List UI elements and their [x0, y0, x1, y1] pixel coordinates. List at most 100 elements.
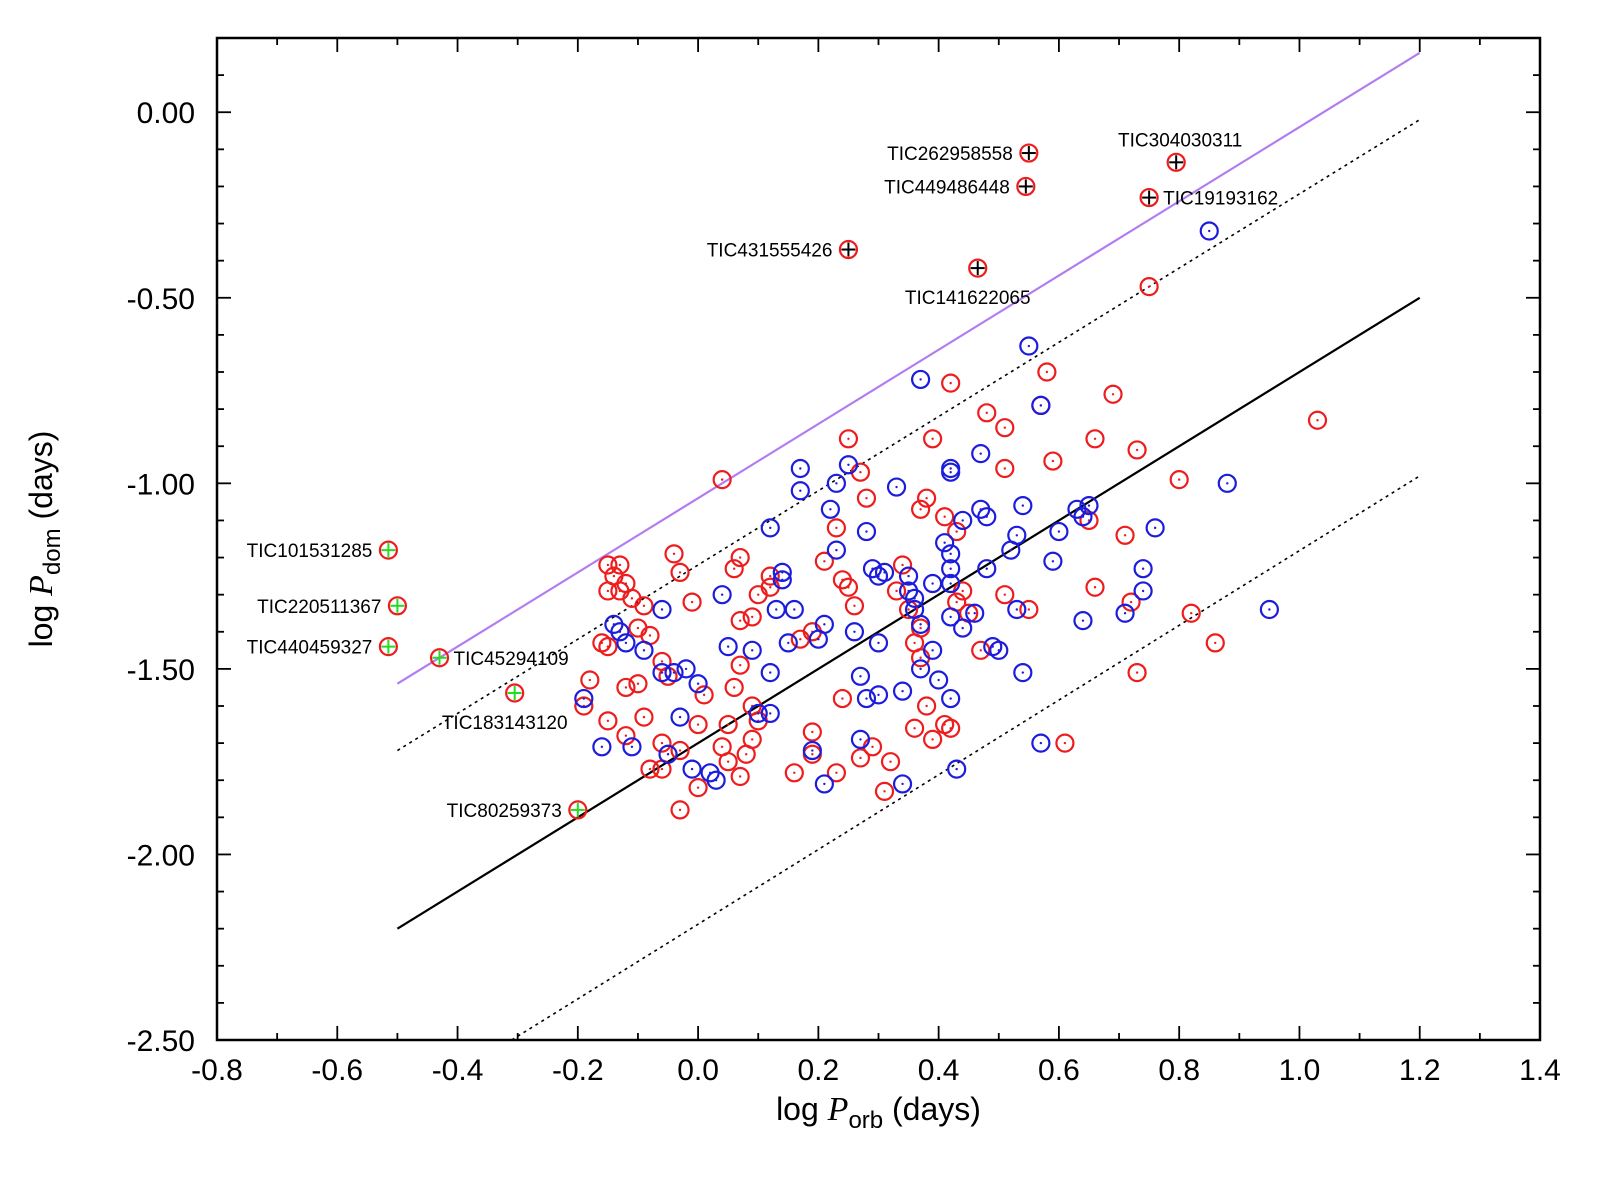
data-point	[664, 544, 684, 564]
data-point	[1169, 470, 1189, 490]
data-point	[664, 662, 684, 683]
data-point	[598, 711, 618, 731]
data-point	[971, 444, 991, 464]
data-point	[929, 670, 949, 690]
x-tick-label: -0.4	[432, 1054, 484, 1087]
data-point	[856, 521, 877, 542]
data-point	[730, 611, 750, 631]
data-point	[941, 373, 961, 393]
data-point	[784, 763, 804, 783]
data-point	[923, 640, 943, 660]
data-point	[904, 588, 925, 608]
x-tick-label: 0.2	[798, 1054, 840, 1087]
data-point	[1139, 277, 1159, 297]
x-tick-label: 1.2	[1399, 1054, 1441, 1087]
data-point	[910, 659, 931, 679]
data-point	[917, 488, 937, 508]
data-point	[1121, 592, 1141, 612]
data-point	[670, 740, 690, 761]
data-point	[874, 562, 895, 583]
data-point	[820, 499, 840, 519]
data-point	[598, 637, 618, 657]
data-point	[1103, 384, 1123, 404]
data-point	[917, 696, 937, 716]
data-point	[838, 429, 859, 449]
data-point	[772, 570, 792, 590]
data-point	[1019, 336, 1039, 356]
x-tick-label: -0.6	[311, 1054, 363, 1087]
x-tick-label: 1.4	[1519, 1054, 1561, 1087]
data-point	[802, 744, 822, 764]
y-tick-label: -0.50	[127, 283, 195, 316]
data-point	[1007, 599, 1027, 620]
data-point	[953, 618, 973, 638]
data-point	[1259, 599, 1279, 620]
line-solid-0	[396, 296, 1421, 930]
data-point	[826, 763, 847, 783]
data-point	[748, 703, 768, 724]
data-point	[694, 685, 714, 705]
data-point	[941, 559, 961, 579]
data-point	[760, 518, 780, 538]
data-point	[1115, 525, 1135, 545]
data-point	[1307, 410, 1328, 430]
x-tick-label: -0.2	[552, 1054, 604, 1087]
data-point	[1013, 496, 1033, 516]
data-point	[730, 766, 750, 787]
data-point	[598, 555, 618, 575]
x-tick-label: 0.0	[677, 1054, 719, 1087]
data-point	[1217, 473, 1237, 493]
y-tick-label: -2.00	[127, 839, 195, 872]
data-point	[712, 470, 732, 490]
data-point	[898, 566, 919, 586]
data-point	[886, 477, 907, 497]
data-point	[971, 640, 991, 660]
data-point	[742, 607, 762, 627]
data-point	[904, 718, 925, 738]
annotation-label: TIC80259373	[447, 801, 562, 822]
data-point	[910, 369, 931, 390]
data-point	[760, 662, 780, 683]
annotation-label: TIC304030311	[1118, 130, 1242, 151]
data-point	[1205, 633, 1225, 653]
annotation-label: TIC183143120	[442, 713, 568, 734]
data-point	[622, 737, 642, 757]
data-point	[766, 599, 786, 620]
data-point	[977, 403, 997, 423]
data-point	[1043, 451, 1063, 471]
data-point	[868, 633, 889, 653]
data-point	[670, 562, 690, 583]
annotated-point: TIC45294109	[429, 648, 569, 670]
plot-frame	[215, 36, 1542, 1042]
x-tick-label: 0.8	[1158, 1054, 1200, 1087]
data-point	[947, 759, 967, 779]
data-point	[1115, 603, 1135, 623]
data-point	[886, 581, 907, 601]
data-point	[1073, 507, 1093, 527]
y-tick-label: -2.50	[127, 1025, 195, 1058]
y-tick-label: -1.00	[127, 468, 195, 501]
x-tick-label: 0.4	[918, 1054, 960, 1087]
data-point	[826, 518, 847, 538]
data-point	[1073, 611, 1093, 631]
data-point	[724, 559, 744, 579]
data-point	[892, 774, 913, 794]
x-tick-label: -0.8	[191, 1054, 243, 1087]
data-point	[574, 688, 594, 709]
data-point	[995, 418, 1015, 438]
annotated-point: TIC101531285	[247, 540, 398, 562]
x-axis-title: log Porb (days)	[776, 1091, 981, 1134]
data-point	[935, 507, 955, 527]
data-point	[941, 458, 961, 479]
data-point	[802, 722, 822, 742]
y-tick-label: 0.00	[137, 97, 195, 130]
data-point	[965, 603, 985, 623]
annotated-point: TIC304030311	[1118, 130, 1242, 172]
data-point	[856, 688, 877, 709]
data-point	[670, 800, 690, 820]
data-point	[1055, 733, 1075, 753]
annotation-label: TIC440459327	[247, 638, 373, 659]
data-point	[1133, 559, 1153, 579]
data-point	[802, 740, 822, 761]
annotated-point: TIC80259373	[447, 800, 588, 822]
